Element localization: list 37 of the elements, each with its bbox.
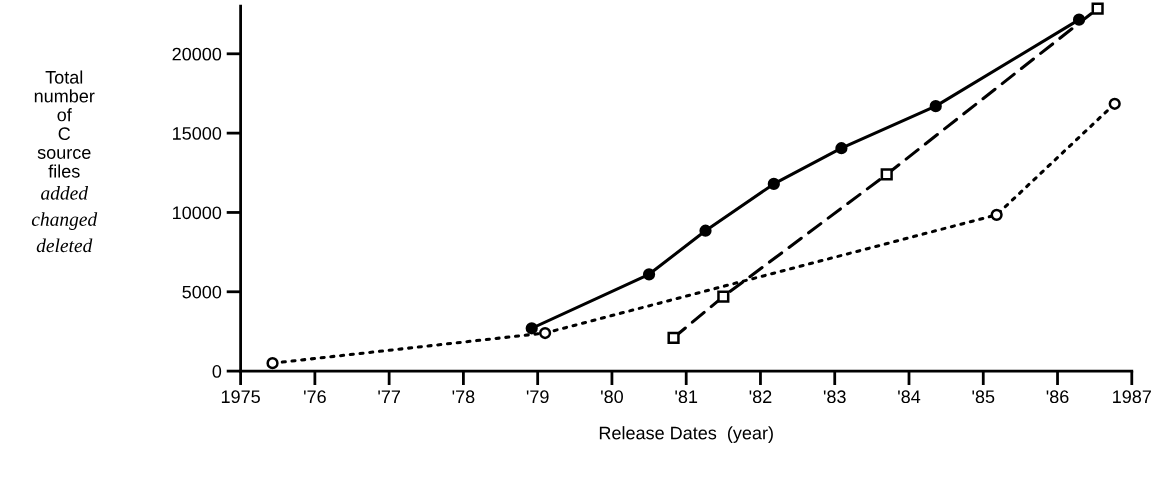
point — [717, 290, 730, 303]
point — [990, 208, 1003, 221]
point — [699, 224, 712, 237]
point — [1108, 97, 1121, 110]
x-tick-label: '76 — [304, 390, 326, 404]
x-tick-label: '86 — [1046, 390, 1069, 404]
y-tick-label: 20000 — [172, 47, 222, 61]
x-axis-title: Release Dates (year) — [599, 426, 773, 443]
point — [525, 322, 538, 335]
point — [266, 357, 279, 370]
text: added — [41, 186, 89, 200]
point — [880, 168, 893, 181]
x-tick-label: '79 — [526, 390, 549, 404]
y-tick-label: 0 — [212, 365, 222, 378]
x-tick-label: '82 — [749, 390, 772, 404]
x-tick-label: '80 — [601, 390, 623, 404]
point — [538, 326, 552, 340]
x-tick-label: '78 — [452, 390, 475, 404]
point — [642, 268, 656, 281]
x-tick-label: '85 — [972, 390, 995, 404]
text: changed — [31, 212, 98, 230]
y-tick-label: 15000 — [173, 127, 222, 140]
x-tick-label: '77 — [378, 390, 400, 403]
x-tick-label: '84 — [898, 390, 921, 404]
y-axis-title: Total number of C source files — [34, 70, 95, 178]
point — [667, 331, 680, 344]
y-tick-label: 10000 — [173, 206, 222, 220]
point — [835, 142, 848, 155]
x-tick-label: 1987 — [1113, 390, 1151, 404]
point — [767, 177, 780, 191]
x-tick-label: 1975 — [221, 390, 260, 404]
point — [1091, 2, 1104, 15]
x-tick-label: '83 — [823, 390, 846, 404]
text: deleted — [36, 238, 93, 253]
y-tick-label: 5000 — [182, 285, 222, 299]
x-tick-label: '81 — [675, 390, 698, 404]
point — [929, 100, 942, 113]
